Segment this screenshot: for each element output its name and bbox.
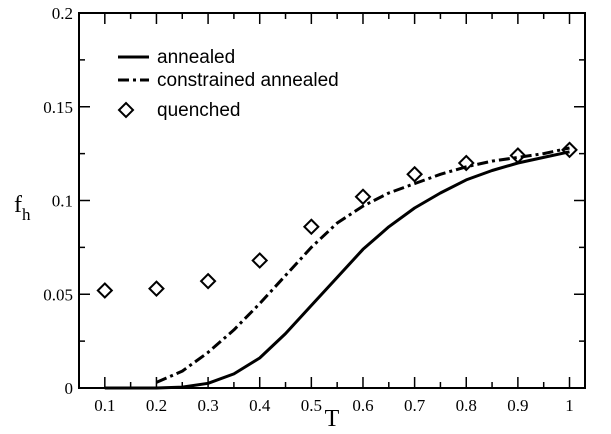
legend-swatch-quenched-diamond-icon — [117, 101, 135, 119]
series-line-annealed — [104, 150, 570, 390]
point-quenched — [354, 188, 372, 206]
point-quenched — [406, 165, 424, 183]
x-tick-label: 0.3 — [197, 396, 218, 415]
legend: annealed constrained annealed quenched — [117, 47, 339, 121]
y-tick-label: 0 — [65, 379, 74, 398]
x-tick-label: 0.8 — [456, 396, 477, 415]
point-quenched — [509, 147, 527, 164]
y-axis-title-main: f — [14, 192, 22, 218]
y-tick-label: 0.1 — [52, 192, 73, 211]
point-quenched — [561, 141, 578, 159]
x-tick-label: 0.4 — [249, 396, 271, 415]
point-quenched — [251, 252, 269, 269]
x-tick-label: 0.1 — [94, 396, 115, 415]
x-tick-label: 0.2 — [146, 396, 167, 415]
point-quenched — [96, 282, 114, 299]
plot-marks — [96, 141, 578, 390]
x-tick-label: 0.5 — [301, 396, 322, 415]
series-line-constrained-annealed — [155, 146, 570, 384]
x-axis-title: T — [325, 406, 340, 432]
point-quenched — [457, 154, 475, 172]
y-axis-title: fh — [14, 192, 31, 224]
tick-labels: 0.1 0.2 0.3 0.4 0.5 0.6 0.7 0.8 0.9 1 0 0.05 0.1 0.15… — [43, 4, 574, 415]
y-tick-label: 0.05 — [43, 285, 73, 304]
y-axis-title-subscript: h — [22, 205, 31, 224]
legend-label-constrained-annealed: constrained annealed — [157, 70, 339, 91]
ticks — [79, 13, 585, 388]
x-tick-label: 0.9 — [507, 396, 528, 415]
y-tick-label: 0.15 — [43, 98, 73, 117]
legend-label-annealed: annealed — [157, 47, 235, 68]
point-quenched — [148, 280, 165, 298]
x-tick-label: 1 — [565, 396, 574, 415]
point-quenched — [302, 218, 320, 236]
x-tick-label: 0.7 — [404, 396, 426, 415]
legend-label-quenched: quenched — [157, 100, 240, 121]
x-tick-label: 0.6 — [352, 396, 373, 415]
y-tick-label: 0.2 — [52, 4, 73, 23]
point-quenched — [199, 272, 217, 290]
